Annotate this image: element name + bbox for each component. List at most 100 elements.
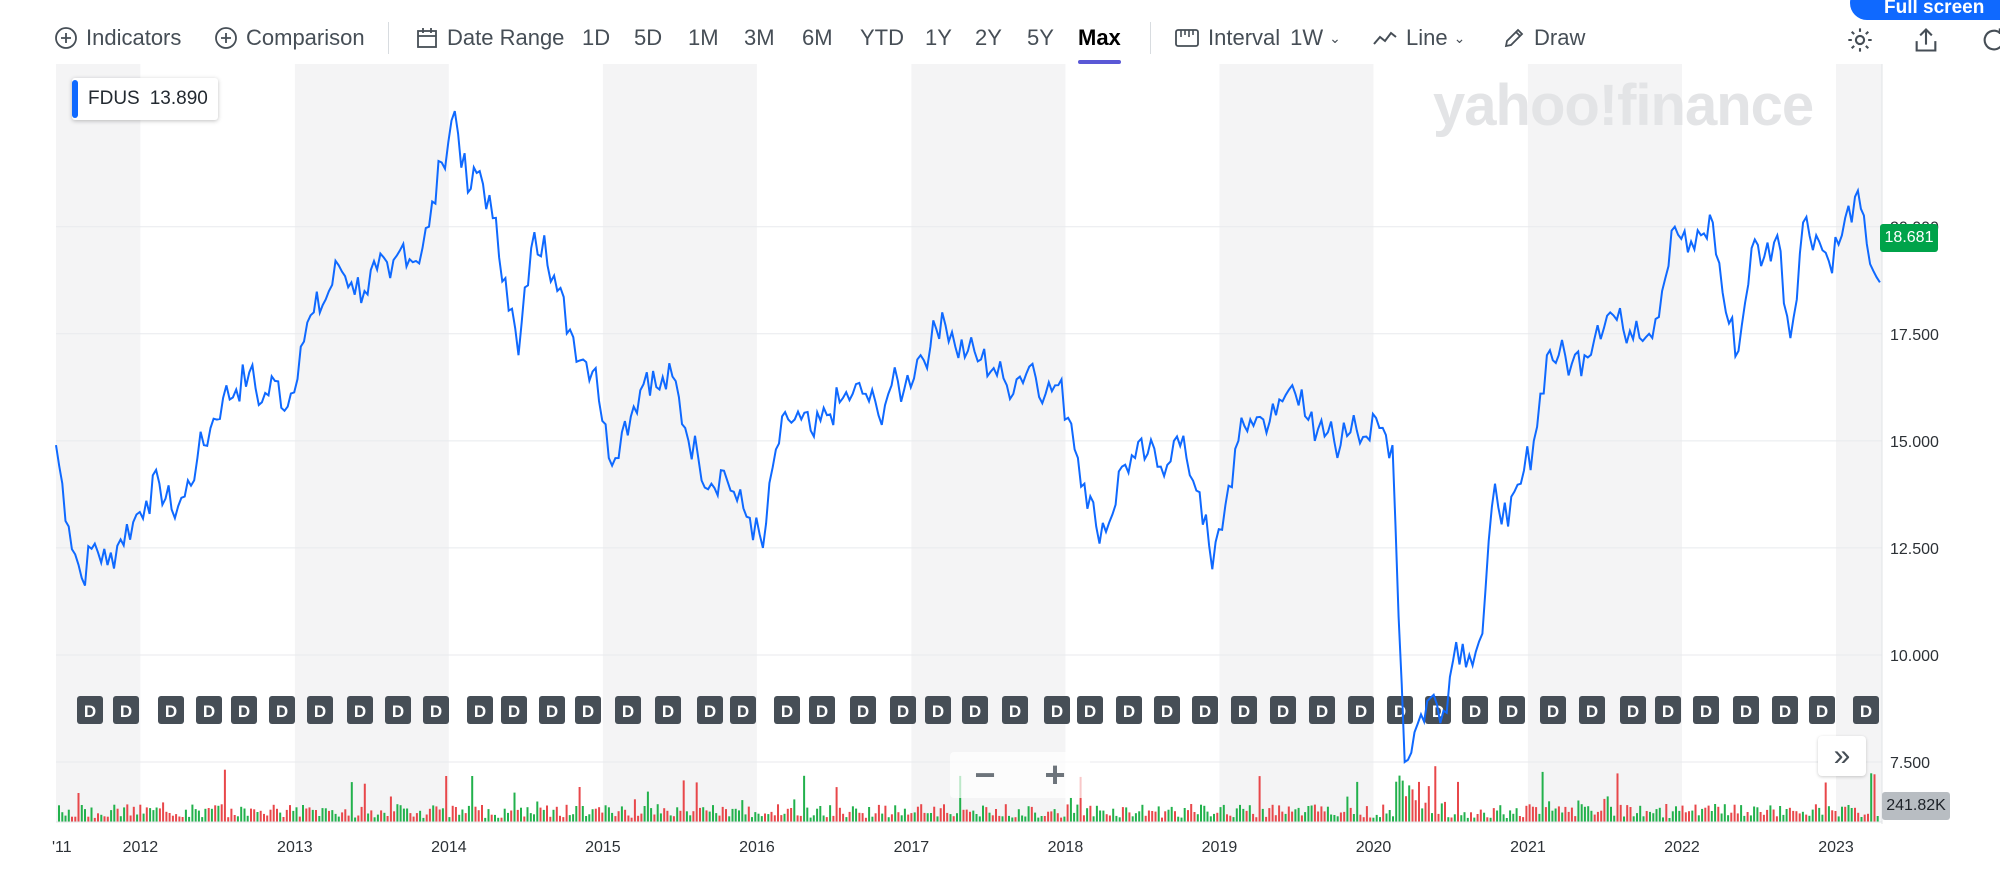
dividend-marker[interactable]: D [1309, 696, 1335, 724]
volume-bar [1037, 817, 1040, 822]
dividend-marker[interactable]: D [890, 696, 916, 724]
chart-type-button[interactable]: Line ⌄ [1372, 18, 1465, 58]
dividend-marker[interactable]: D [385, 696, 411, 724]
dividend-marker[interactable]: D [615, 696, 641, 724]
scroll-to-end-button[interactable]: » [1818, 736, 1866, 776]
dividend-marker[interactable]: D [1499, 696, 1525, 724]
dividend-marker[interactable]: D [1540, 696, 1566, 724]
dividend-marker[interactable]: D [655, 696, 681, 724]
gear-icon[interactable] [1846, 26, 1874, 54]
series-legend[interactable]: FDUS 13.890 [72, 78, 218, 120]
dividend-marker[interactable]: D [307, 696, 333, 724]
dividend-marker[interactable]: D [196, 696, 222, 724]
range-2y[interactable]: 2Y [975, 25, 1002, 50]
volume-bar [471, 776, 474, 822]
dividend-marker[interactable]: D [1077, 696, 1103, 724]
dividend-marker[interactable]: D [1116, 696, 1142, 724]
dividend-marker[interactable]: D [113, 696, 139, 724]
dividend-marker[interactable]: D [1733, 696, 1759, 724]
range-1m[interactable]: 1M [688, 25, 719, 50]
year-band [140, 64, 295, 822]
draw-button[interactable]: Draw [1502, 18, 1585, 58]
dividend-marker[interactable]: D [730, 696, 756, 724]
volume-bar [1844, 806, 1847, 822]
dividend-marker[interactable]: D [809, 696, 835, 724]
dividend-marker[interactable]: D [1348, 696, 1374, 724]
volume-bar [510, 810, 513, 822]
dividend-marker[interactable]: D [1154, 696, 1180, 724]
dividend-marker[interactable]: D [1809, 696, 1835, 724]
fullscreen-button[interactable]: Full screen [1850, 0, 2000, 20]
range-6m[interactable]: 6M [802, 25, 833, 50]
volume-bar [1463, 812, 1466, 822]
dividend-marker[interactable]: D [501, 696, 527, 724]
volume-bar [263, 813, 265, 822]
dividend-marker[interactable]: D [575, 696, 601, 724]
dividend-marker-label: D [508, 702, 520, 721]
dividend-marker[interactable]: D [1693, 696, 1719, 724]
volume-bar [1362, 817, 1365, 822]
dividend-marker[interactable]: D [231, 696, 257, 724]
dividend-marker[interactable]: D [1192, 696, 1218, 724]
dividend-marker[interactable]: D [1772, 696, 1798, 724]
dividend-marker-label: D [120, 702, 132, 721]
dividend-marker[interactable]: D [962, 696, 988, 724]
dividend-marker[interactable]: D [1853, 696, 1879, 724]
dividend-marker[interactable]: D [467, 696, 493, 724]
dividend-marker[interactable]: D [774, 696, 800, 724]
dividend-marker-label: D [314, 702, 326, 721]
volume-bar [266, 815, 269, 822]
dividend-marker[interactable]: D [77, 696, 103, 724]
range-3m[interactable]: 3M [744, 25, 775, 50]
dividend-marker[interactable]: D [1462, 696, 1488, 724]
interval-button[interactable]: Interval 1W ⌄ [1174, 18, 1341, 58]
share-icon[interactable] [1912, 26, 1940, 54]
volume-bar [1795, 811, 1798, 822]
dividend-marker[interactable]: D [1270, 696, 1296, 724]
volume-bar [77, 793, 80, 822]
dividend-marker[interactable]: D [1231, 696, 1257, 724]
comparison-button[interactable]: Comparison [214, 18, 365, 58]
zoom-in-button[interactable]: + [1044, 754, 1066, 795]
volume-bar [1320, 806, 1323, 822]
range-5y[interactable]: 5Y [1027, 25, 1054, 50]
volume-bar [1489, 817, 1492, 822]
dividend-marker[interactable]: D [925, 696, 951, 724]
volume-bar [292, 810, 295, 822]
range-5d[interactable]: 5D [634, 25, 663, 50]
range-max[interactable]: Max [1078, 18, 1121, 64]
date-range-button[interactable]: Date Range [415, 18, 564, 58]
dividend-marker[interactable]: D [1579, 696, 1605, 724]
volume-bar [712, 805, 714, 822]
dividend-marker[interactable]: D [697, 696, 723, 724]
volume-bar [438, 809, 441, 822]
volume-bar [982, 805, 984, 822]
dividend-marker[interactable]: D [1044, 696, 1070, 724]
volume-bar [1691, 810, 1694, 822]
dividend-marker[interactable]: D [158, 696, 184, 724]
range-ytd[interactable]: YTD [860, 25, 904, 50]
volume-bar [1304, 812, 1307, 822]
dividend-marker[interactable]: D [539, 696, 565, 724]
zoom-out-button[interactable]: − [974, 754, 996, 795]
dividend-marker[interactable]: D [347, 696, 373, 724]
chart-toolbar: Indicators Comparison Date Range 1D 5D 1… [0, 0, 2000, 76]
range-1d[interactable]: 1D [582, 25, 611, 50]
volume-bar [181, 817, 184, 822]
range-1y[interactable]: 1Y [925, 25, 952, 50]
volume-bar [1499, 805, 1502, 822]
volume-bar [1336, 816, 1339, 822]
dividend-marker[interactable]: D [423, 696, 449, 724]
indicators-button[interactable]: Indicators [54, 18, 181, 58]
volume-bar [1248, 805, 1251, 822]
volume-bar [201, 817, 204, 822]
dividend-marker[interactable]: D [1387, 696, 1413, 724]
dividend-marker[interactable]: D [850, 696, 876, 724]
dividend-marker[interactable]: D [1002, 696, 1028, 724]
volume-bar [236, 816, 239, 822]
dividend-marker[interactable]: D [1620, 696, 1646, 724]
dividend-marker[interactable]: D [269, 696, 295, 724]
volume-bar [832, 815, 835, 822]
dividend-marker[interactable]: D [1655, 696, 1681, 724]
